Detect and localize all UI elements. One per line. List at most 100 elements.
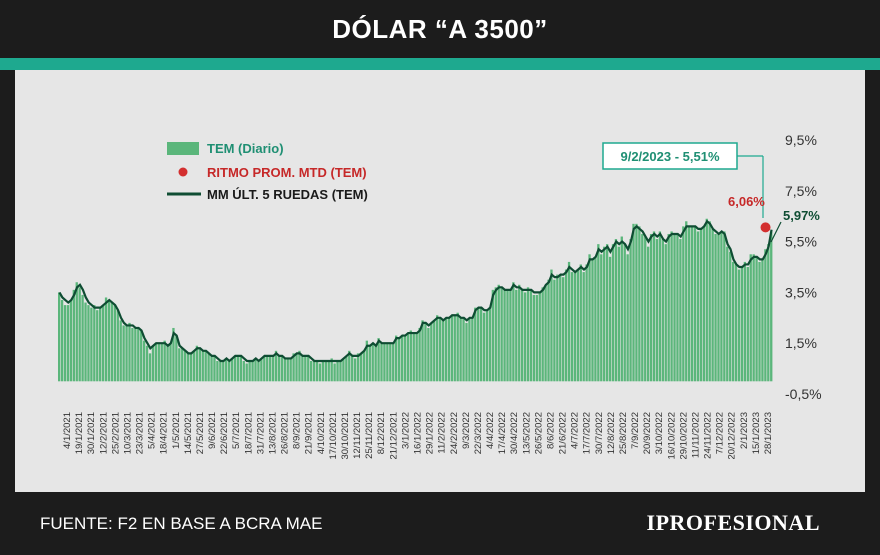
bar [746, 267, 749, 382]
legend-dot-swatch [178, 167, 188, 177]
bar [107, 300, 111, 382]
bar [263, 355, 266, 382]
x-tick-label: 30/1/2021 [86, 412, 97, 454]
bar [104, 297, 108, 382]
bar [600, 254, 603, 382]
bar [424, 322, 427, 382]
bar [737, 269, 741, 382]
bar [336, 360, 339, 382]
bar [137, 327, 140, 382]
bar [113, 305, 117, 382]
bar [99, 307, 102, 382]
bar [562, 277, 565, 382]
bar [468, 317, 471, 382]
x-tick-label: 9/3/2022 [461, 412, 472, 449]
x-tick-label: 3/10/2022 [654, 412, 665, 454]
x-tick-label: 12/8/2022 [606, 412, 617, 454]
bar [705, 218, 708, 382]
bar [731, 261, 735, 382]
bar [359, 353, 363, 382]
bar [321, 360, 325, 382]
bar [617, 246, 621, 382]
legend-bar-label: TEM (Diario) [207, 141, 284, 156]
bar [178, 348, 181, 382]
x-tick-label: 29/1/2022 [425, 412, 436, 454]
bar [236, 355, 240, 382]
bar [198, 348, 201, 382]
bar [339, 360, 342, 382]
bar [324, 360, 327, 382]
x-tick-label: 24/11/2022 [703, 412, 714, 459]
bar [225, 358, 228, 382]
bar [529, 289, 533, 382]
bar [254, 358, 257, 382]
bar [90, 307, 93, 382]
bar [526, 287, 530, 382]
legend-bar-swatch [167, 142, 199, 155]
y-tick-label: -0,5% [785, 386, 822, 402]
x-tick-label: 19/1/2021 [74, 412, 85, 454]
x-tick-label: 16/1/2022 [413, 412, 424, 454]
bar [550, 269, 553, 382]
bar [242, 360, 245, 382]
bar [394, 335, 398, 382]
bar [690, 226, 694, 382]
bar [471, 317, 474, 382]
bar [541, 287, 544, 382]
x-tick-label: 14/5/2021 [183, 412, 194, 454]
bar [274, 350, 278, 382]
bar [702, 226, 705, 382]
x-tick-label: 5/4/2021 [147, 412, 158, 449]
bar [122, 325, 125, 382]
x-tick-label: 4/4/2022 [485, 412, 496, 449]
bar [655, 239, 659, 382]
x-tick-label: 30/7/2022 [594, 412, 605, 454]
bar [450, 315, 453, 382]
y-tick-label: 1,5% [785, 335, 817, 351]
bar [362, 350, 366, 382]
x-tick-label: 26/5/2022 [533, 412, 544, 454]
bar [301, 355, 304, 382]
bar [433, 320, 436, 382]
bar [547, 279, 550, 382]
bar [157, 343, 160, 382]
bar [345, 355, 348, 382]
bar [770, 231, 773, 382]
bar [638, 226, 641, 382]
bar [544, 284, 547, 382]
bar [474, 307, 477, 382]
x-tick-label: 3/1/2022 [400, 412, 411, 449]
tem-chart: 9,5% 7,5% 5,5% 3,5% 1,5% -0,5% 4/1/2021 19/1/2… [58, 132, 822, 460]
bar [553, 279, 556, 382]
bar [110, 302, 114, 382]
bar [353, 358, 357, 382]
bar [500, 287, 503, 382]
bar [444, 317, 448, 382]
bar [96, 310, 99, 382]
bar [497, 284, 500, 382]
bar [591, 259, 594, 382]
x-tick-label: 8/12/2021 [376, 412, 387, 454]
x-tick-label: 10/3/2021 [122, 412, 133, 454]
bar [260, 358, 263, 382]
bar [485, 310, 489, 382]
x-axis: 4/1/2021 19/1/2021 30/1/2021 12/2/2021 25/2/… [62, 412, 774, 460]
bar [764, 249, 767, 382]
bar [635, 223, 638, 382]
bar [119, 320, 122, 382]
bar [652, 231, 656, 382]
x-tick-label: 5/7/2021 [231, 412, 242, 449]
y-tick-label: 7,5% [785, 183, 817, 199]
bar [380, 343, 383, 382]
x-tick-label: 22/3/2022 [473, 412, 484, 454]
bar [512, 282, 515, 382]
bar [271, 355, 275, 382]
x-tick-label: 20/9/2022 [642, 412, 653, 454]
bar [755, 256, 758, 382]
moving-average-line [58, 219, 773, 363]
bar [647, 246, 650, 382]
bar [207, 353, 210, 382]
bar [556, 274, 559, 382]
bar [717, 233, 720, 382]
bar [743, 261, 747, 382]
